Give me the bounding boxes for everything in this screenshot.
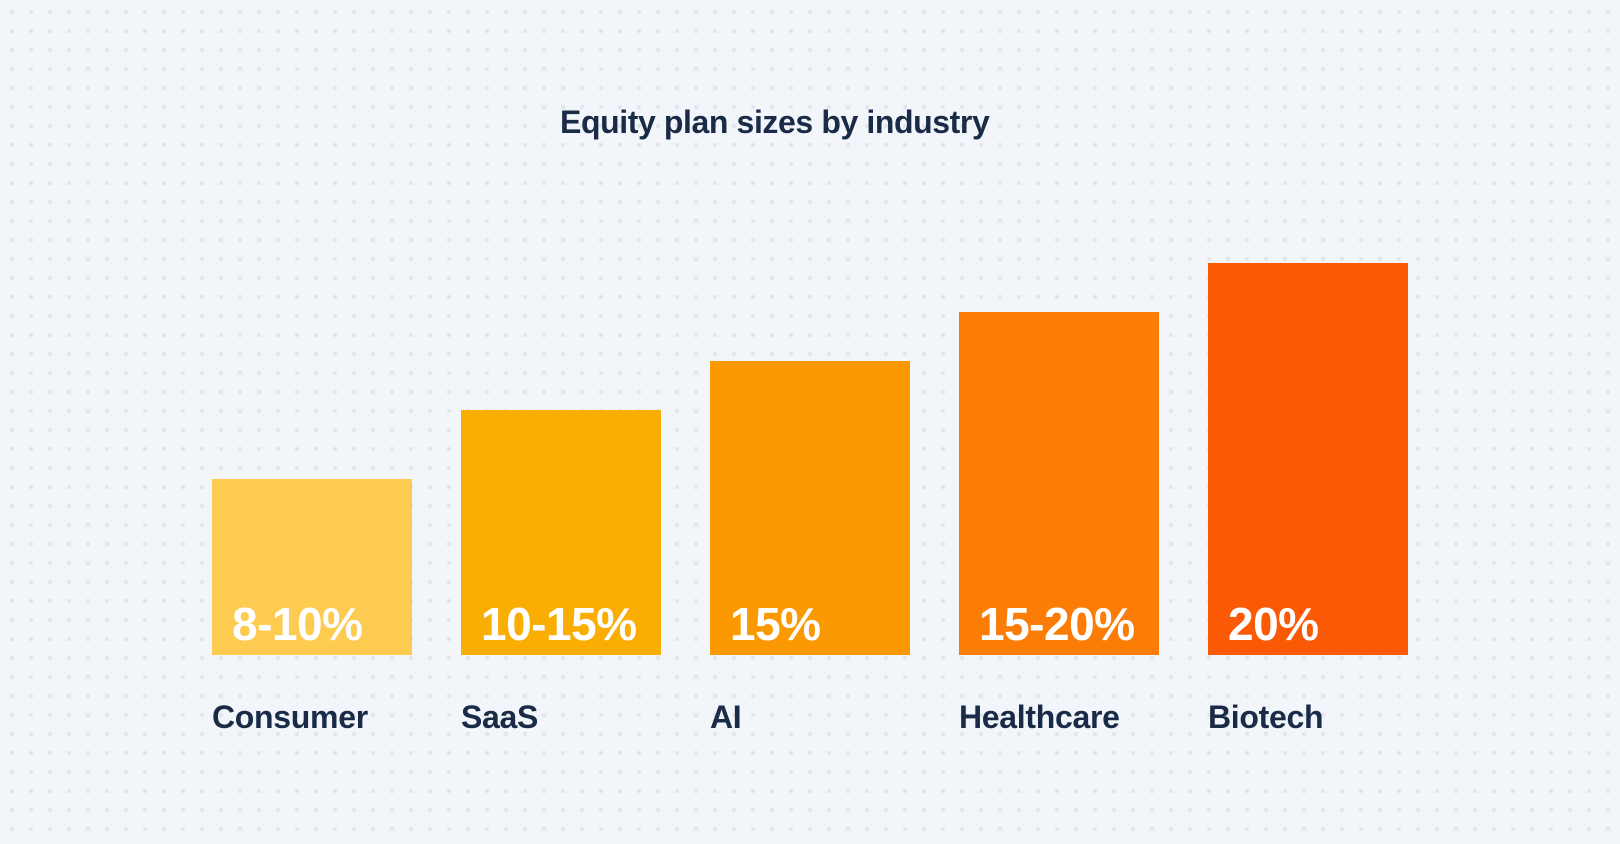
category-label-ai: AI (710, 699, 742, 735)
bar-value-label-consumer: 8-10% (232, 598, 363, 650)
category-label-biotech: Biotech (1208, 699, 1324, 735)
bar-value-label-healthcare: 15-20% (979, 598, 1135, 650)
chart-title: Equity plan sizes by industry (560, 104, 990, 140)
bar-saas: 10-15% (461, 410, 661, 655)
category-label-saas: SaaS (461, 699, 539, 735)
bar-value-label-ai: 15% (730, 598, 821, 650)
bar-biotech: 20% (1208, 263, 1408, 655)
category-label-consumer: Consumer (212, 699, 368, 735)
bar-healthcare: 15-20% (959, 312, 1159, 655)
bar-value-label-saas: 10-15% (481, 598, 637, 650)
category-label-healthcare: Healthcare (959, 699, 1120, 735)
bar-ai: 15% (710, 361, 910, 655)
bar-consumer: 8-10% (212, 479, 412, 655)
bar-value-label-biotech: 20% (1228, 598, 1319, 650)
